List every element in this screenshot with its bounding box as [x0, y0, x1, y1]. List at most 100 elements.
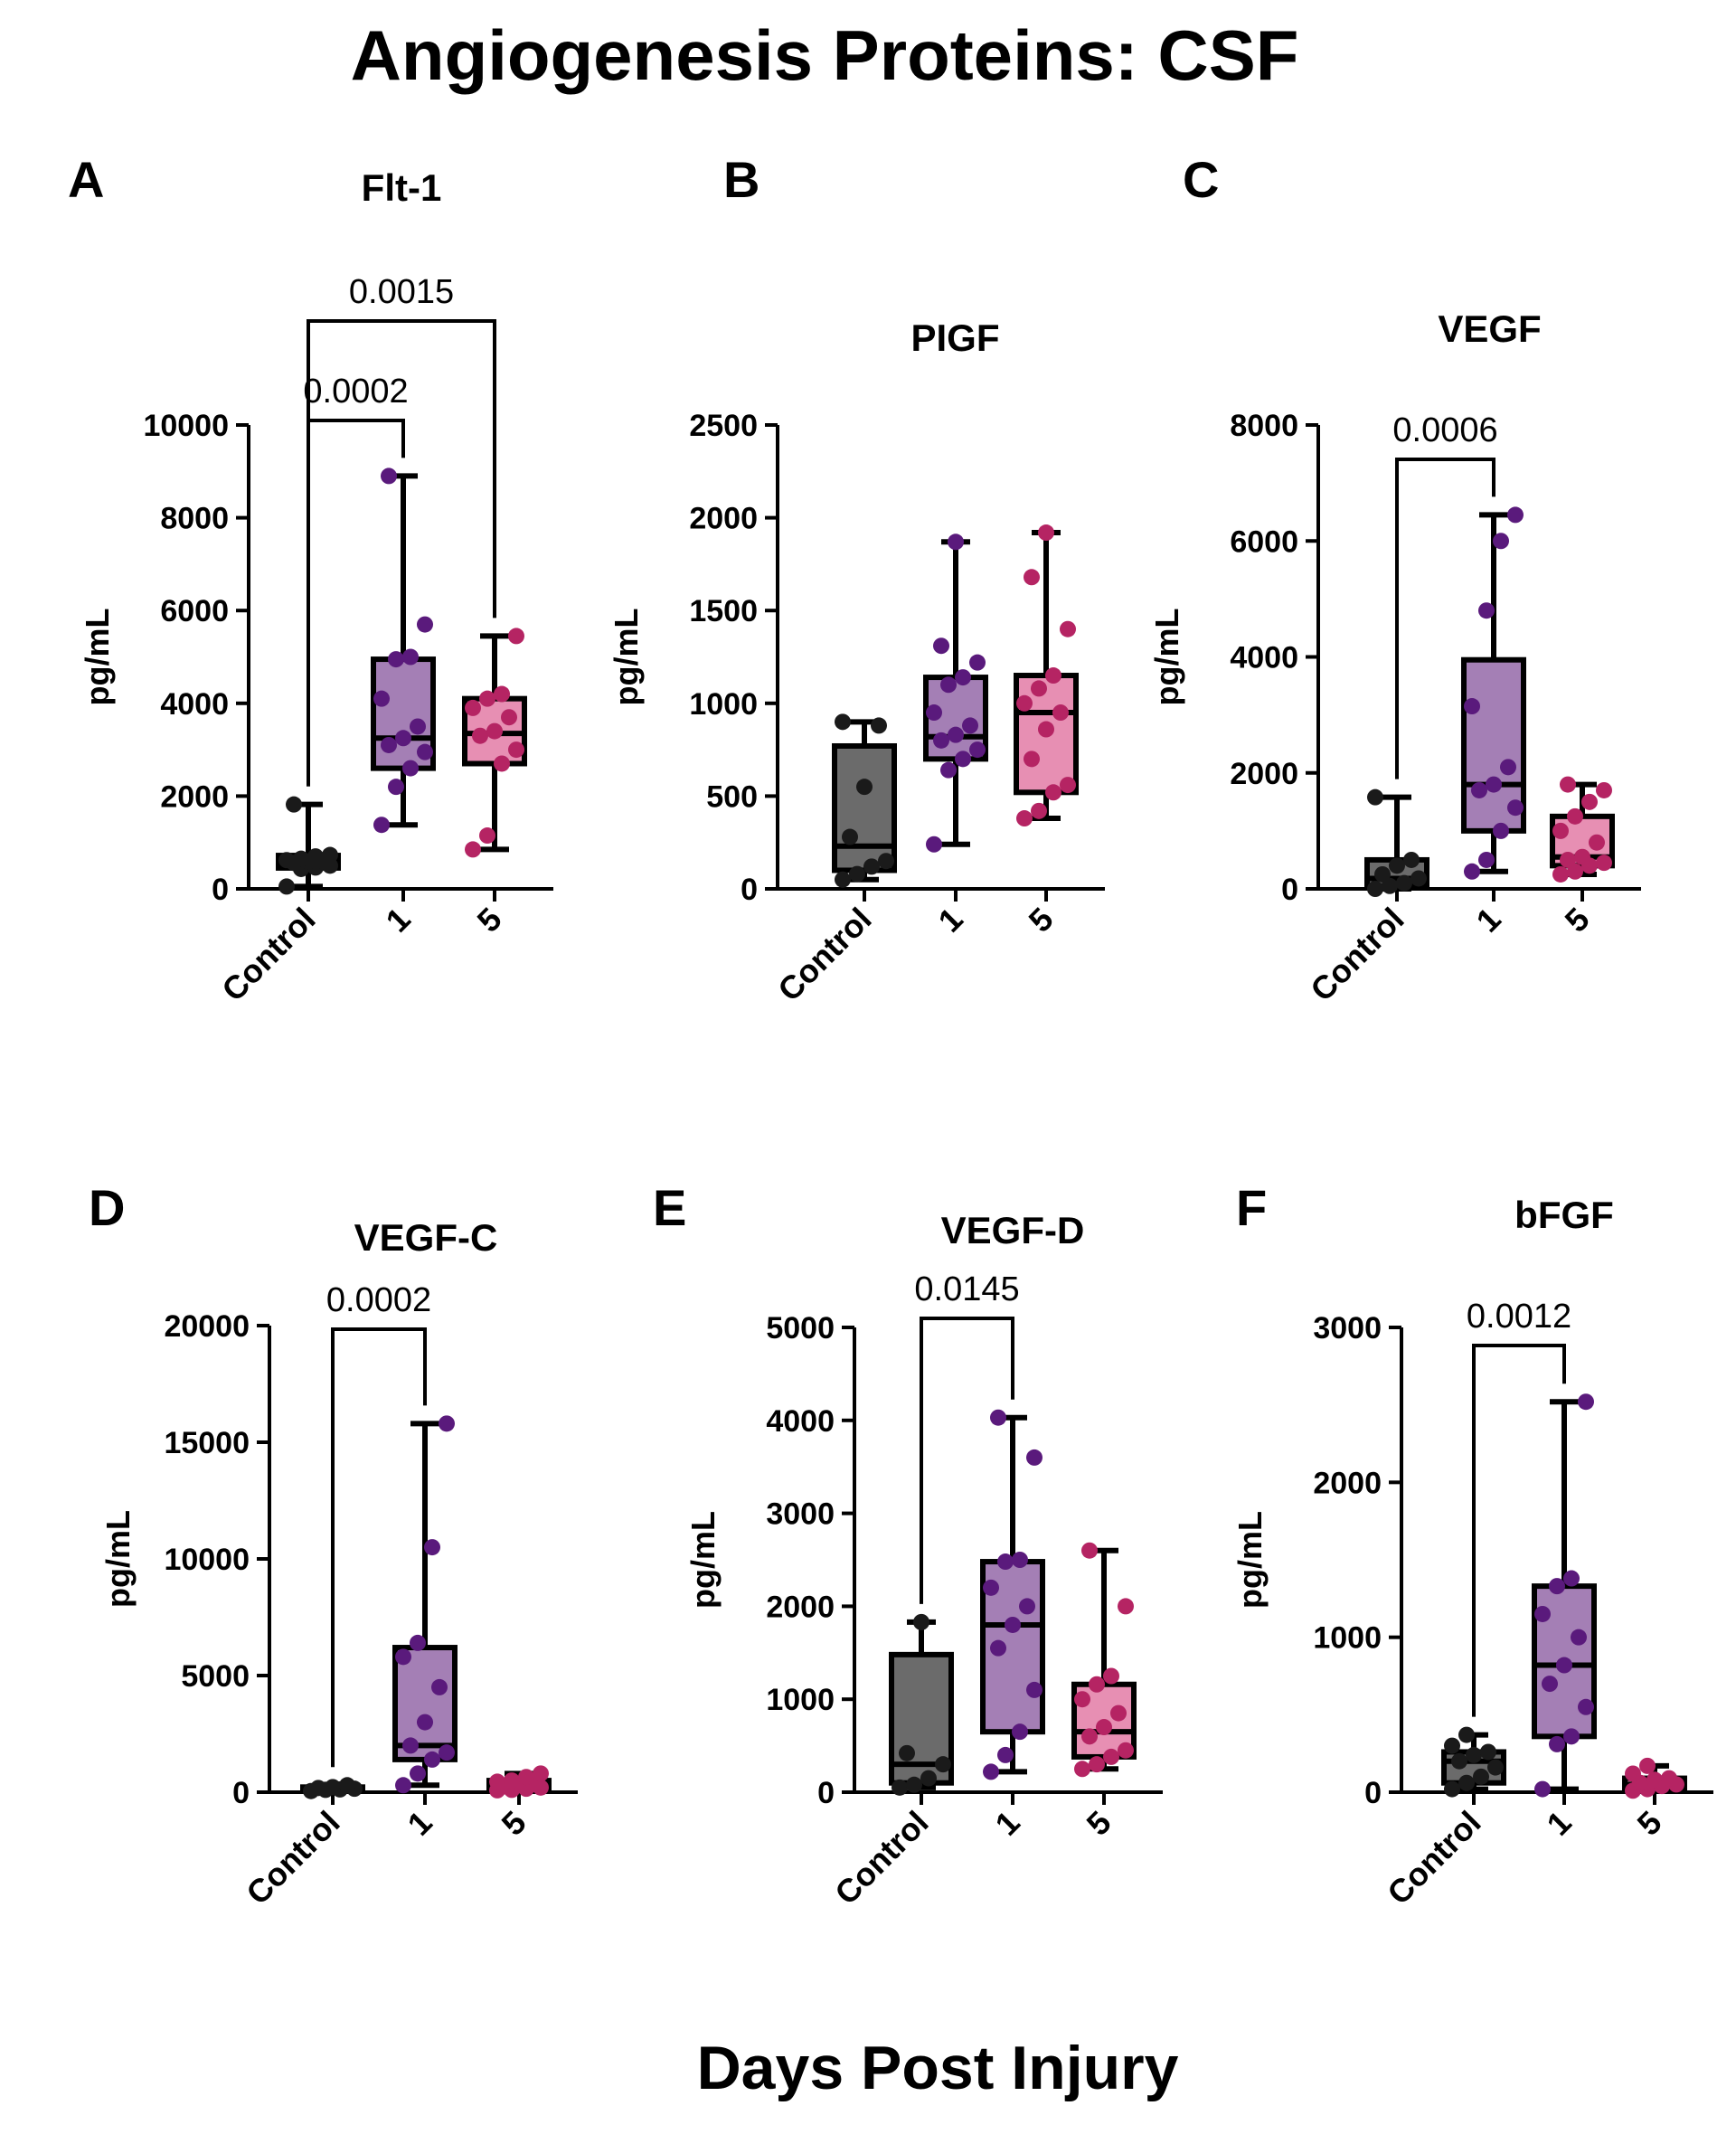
data-point	[402, 1737, 419, 1754]
data-point	[424, 1751, 440, 1768]
data-point	[410, 718, 426, 735]
data-point	[381, 736, 397, 753]
bracket-line	[920, 1317, 1014, 1604]
y-tick-label: 15000	[164, 1426, 250, 1460]
y-tick-label: 2000	[689, 502, 758, 536]
box-day-5	[1014, 524, 1079, 827]
data-point	[1478, 851, 1495, 868]
data-point	[1031, 680, 1047, 697]
box-control	[1364, 788, 1429, 897]
y-tick-label: 1500	[689, 594, 758, 628]
data-point	[1464, 698, 1480, 715]
data-point	[1560, 776, 1576, 793]
x-tick-label-day-5: 5	[1080, 1804, 1118, 1843]
data-point	[395, 730, 411, 747]
bracket-line	[331, 1327, 427, 1768]
comparison-bracket: 0.0002	[326, 1281, 431, 1768]
data-point	[489, 1773, 505, 1790]
data-point	[388, 651, 404, 668]
data-point	[1578, 1393, 1594, 1411]
data-point	[1005, 1616, 1021, 1633]
data-point	[307, 848, 324, 865]
data-point	[410, 1634, 426, 1651]
data-point	[1110, 1704, 1127, 1722]
y-tick-label: 4000	[766, 1404, 835, 1439]
data-point	[417, 1714, 433, 1731]
x-tick-label-control: Control	[239, 1804, 346, 1912]
y-tick-label: 1000	[766, 1683, 835, 1717]
data-point	[424, 1539, 440, 1556]
data-point	[494, 755, 510, 772]
x-tick-label-day-1: 1	[1540, 1804, 1579, 1843]
data-point	[1089, 1676, 1105, 1693]
data-point	[899, 1744, 915, 1761]
data-point	[486, 722, 503, 740]
data-point	[990, 1639, 1006, 1657]
x-tick-label-day-1: 1	[931, 901, 970, 940]
bracket-line	[1472, 1344, 1566, 1717]
data-point	[1038, 721, 1054, 738]
data-point	[1471, 781, 1487, 798]
box-control	[889, 1613, 954, 1796]
data-point	[1382, 877, 1398, 894]
data-point	[842, 828, 858, 845]
data-point	[518, 1769, 534, 1786]
data-point	[278, 852, 295, 869]
box-day-1	[371, 467, 436, 834]
x-tick-label-day-5: 5	[470, 901, 509, 940]
data-point	[1026, 1449, 1043, 1466]
panel-title: VEGF	[1438, 307, 1541, 350]
data-point	[1507, 506, 1524, 524]
data-point	[417, 743, 433, 760]
data-point	[494, 685, 510, 703]
data-point	[1493, 822, 1509, 839]
y-tick-label: 0	[212, 873, 229, 907]
box-day-1	[1461, 506, 1526, 880]
panel-letter: E	[653, 1179, 686, 1236]
data-point	[1507, 799, 1524, 817]
data-point	[293, 850, 309, 867]
box-day-1	[392, 1415, 458, 1794]
data-point	[402, 648, 419, 666]
data-point	[1493, 533, 1509, 550]
data-point	[1038, 524, 1054, 542]
panel-letter: C	[1183, 151, 1219, 208]
data-point	[395, 1777, 411, 1794]
box-day-5	[1622, 1757, 1687, 1799]
data-point	[1567, 807, 1583, 825]
p-value-label: 0.0002	[303, 373, 408, 411]
data-point	[508, 741, 524, 759]
data-point	[983, 1579, 999, 1596]
data-point	[1444, 1780, 1460, 1798]
panel-c: C VEGF 0 2000 4000 6000 8000 pg/mL Control 1 5 0.00…	[1148, 151, 1641, 1008]
data-point	[1016, 694, 1033, 712]
data-point	[286, 796, 302, 813]
data-point	[1571, 1629, 1587, 1646]
figure-xlabel: Days Post Injury	[697, 2034, 1179, 2102]
x-tick-label-day-1: 1	[988, 1804, 1027, 1843]
data-point	[1012, 1723, 1028, 1741]
data-point	[920, 1770, 937, 1787]
y-tick-label: 3000	[1313, 1311, 1382, 1346]
x-tick-label-control: Control	[1380, 1804, 1487, 1912]
p-value-label: 0.0002	[326, 1281, 431, 1319]
comparison-bracket: 0.0145	[914, 1270, 1020, 1604]
data-point	[325, 1779, 341, 1796]
y-axis-label: pg/mL	[684, 1511, 722, 1609]
box-day-5	[462, 628, 527, 858]
data-point	[1542, 1676, 1558, 1693]
data-point	[479, 827, 495, 845]
y-axis-label: pg/mL	[79, 609, 116, 706]
data-point	[439, 1415, 455, 1432]
data-point	[1625, 1765, 1641, 1782]
data-point	[431, 1678, 448, 1695]
p-value-label: 0.0015	[349, 273, 454, 311]
panel-d: D VEGF-C 0 5000 10000 15000 20000 pg/mL Control 1…	[89, 1179, 578, 1912]
data-point	[1103, 1748, 1119, 1765]
data-point	[1410, 870, 1427, 887]
x-tick-label-control: Control	[214, 901, 322, 1008]
data-point	[1024, 569, 1040, 586]
data-point	[878, 853, 894, 870]
